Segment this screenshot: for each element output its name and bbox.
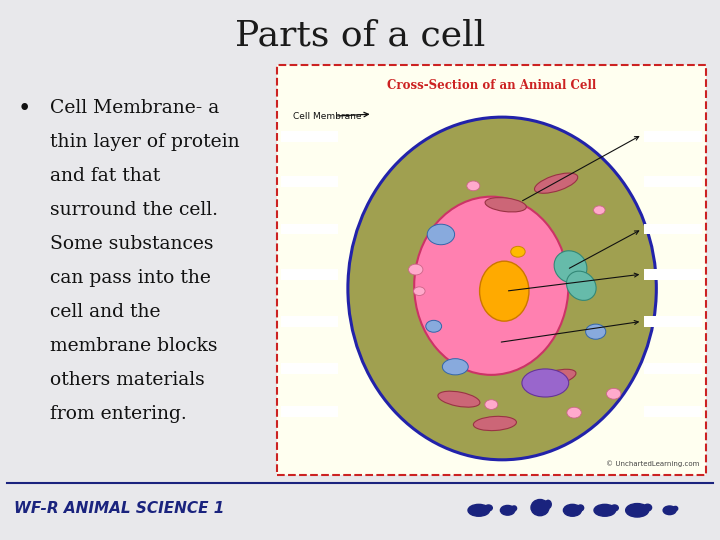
FancyBboxPatch shape (644, 269, 702, 280)
Ellipse shape (427, 224, 454, 245)
Ellipse shape (348, 117, 657, 460)
FancyBboxPatch shape (281, 363, 338, 374)
Ellipse shape (485, 400, 498, 409)
Ellipse shape (413, 287, 425, 295)
Ellipse shape (468, 504, 490, 516)
FancyBboxPatch shape (281, 131, 338, 142)
Ellipse shape (408, 264, 423, 275)
FancyBboxPatch shape (277, 65, 706, 475)
FancyBboxPatch shape (281, 269, 338, 280)
Ellipse shape (554, 251, 587, 283)
FancyBboxPatch shape (644, 316, 702, 327)
Text: cell and the: cell and the (50, 303, 161, 321)
Ellipse shape (611, 505, 618, 511)
Text: Cell Membrane: Cell Membrane (293, 112, 361, 120)
Ellipse shape (473, 416, 516, 430)
Text: Some substances: Some substances (50, 235, 214, 253)
FancyBboxPatch shape (281, 406, 338, 417)
Ellipse shape (485, 505, 492, 511)
Ellipse shape (626, 503, 649, 517)
Ellipse shape (663, 506, 676, 515)
Ellipse shape (426, 320, 441, 332)
Ellipse shape (577, 505, 584, 511)
Ellipse shape (567, 407, 581, 418)
Ellipse shape (480, 261, 529, 321)
Text: Parts of a cell: Parts of a cell (235, 18, 485, 52)
Ellipse shape (500, 505, 515, 515)
Ellipse shape (536, 369, 576, 386)
Ellipse shape (593, 206, 605, 214)
FancyBboxPatch shape (281, 316, 338, 327)
Text: surround the cell.: surround the cell. (50, 201, 218, 219)
Ellipse shape (522, 369, 569, 397)
Text: thin layer of protein: thin layer of protein (50, 133, 240, 151)
Text: from entering.: from entering. (50, 405, 187, 423)
Ellipse shape (442, 359, 468, 375)
Text: can pass into the: can pass into the (50, 269, 211, 287)
Text: membrane blocks: membrane blocks (50, 337, 218, 355)
FancyBboxPatch shape (281, 224, 338, 234)
Text: Cross-Section of an Animal Cell: Cross-Section of an Animal Cell (387, 79, 596, 92)
FancyBboxPatch shape (644, 406, 702, 417)
Ellipse shape (673, 507, 678, 511)
Ellipse shape (567, 271, 596, 300)
Ellipse shape (414, 197, 568, 375)
Ellipse shape (510, 246, 525, 257)
Ellipse shape (534, 173, 577, 193)
Text: •: • (18, 97, 32, 119)
Ellipse shape (644, 504, 652, 511)
Ellipse shape (585, 324, 606, 339)
Text: and fat that: and fat that (50, 167, 161, 185)
Ellipse shape (545, 500, 552, 509)
Ellipse shape (467, 181, 480, 191)
FancyBboxPatch shape (644, 363, 702, 374)
Ellipse shape (563, 504, 582, 516)
FancyBboxPatch shape (644, 131, 702, 142)
Text: Cell Membrane- a: Cell Membrane- a (50, 99, 220, 117)
Text: others materials: others materials (50, 371, 205, 389)
Ellipse shape (606, 388, 621, 399)
Ellipse shape (485, 198, 526, 212)
FancyBboxPatch shape (281, 177, 338, 187)
Ellipse shape (511, 506, 516, 511)
Ellipse shape (438, 391, 480, 407)
Text: WF-R ANIMAL SCIENCE 1: WF-R ANIMAL SCIENCE 1 (14, 501, 225, 516)
Ellipse shape (594, 504, 616, 516)
Text: © UnchartedLearning.com: © UnchartedLearning.com (606, 461, 700, 467)
FancyBboxPatch shape (644, 224, 702, 234)
Ellipse shape (531, 500, 549, 516)
FancyBboxPatch shape (644, 177, 702, 187)
